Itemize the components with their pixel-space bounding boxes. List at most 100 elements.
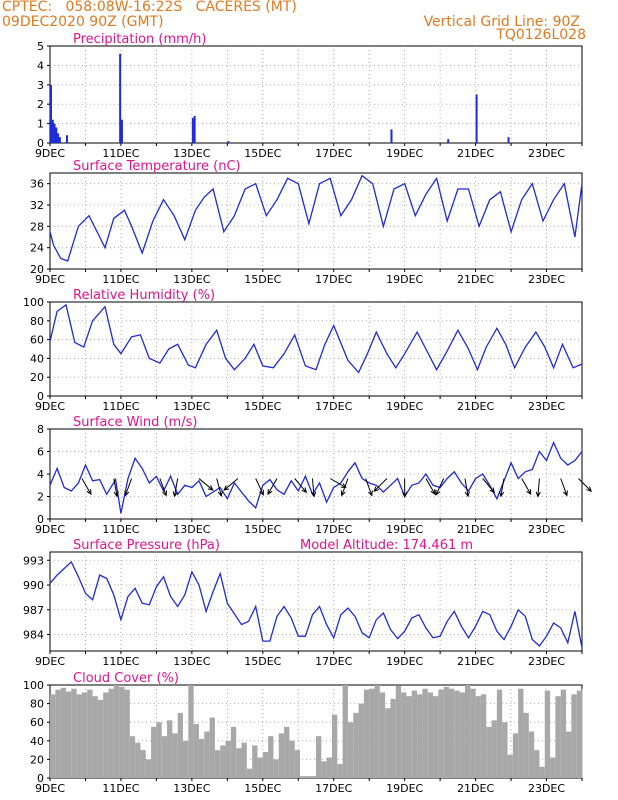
cloud-y-tick-label: 80 xyxy=(30,698,44,711)
wind-arrow-head xyxy=(535,491,541,498)
wind-arrow-shaft xyxy=(578,478,592,492)
cloud-x-tick-label: 9DEC xyxy=(35,782,65,795)
wind-arrow-head xyxy=(464,491,470,498)
wind-arrow-head xyxy=(499,491,505,498)
pressure-y-tick-label: 984 xyxy=(23,629,44,642)
wind-arrow-shaft xyxy=(113,478,118,497)
cloud-area-bar xyxy=(198,738,205,778)
cloud-area-bar xyxy=(417,694,423,778)
cloud-area-bar xyxy=(406,696,412,778)
cloud-area-bar xyxy=(321,761,327,778)
wind-arrow-head xyxy=(373,486,380,493)
cloud-area-bar xyxy=(470,688,476,778)
wind-arrow-head xyxy=(340,483,347,489)
wind-y-tick-label: 2 xyxy=(37,491,44,504)
cloud-area-bar xyxy=(246,768,253,778)
wind-line xyxy=(49,440,583,514)
cloud-area-bar xyxy=(71,688,77,778)
wind-arrow-head xyxy=(311,491,317,498)
cloud-area-bar xyxy=(464,685,471,778)
wind-arrow-head xyxy=(301,487,308,494)
rh-x-tick-label: 15DEC xyxy=(244,400,281,413)
cloud-x-tick-label: 15DEC xyxy=(244,782,281,795)
cloud-area-bar xyxy=(177,712,183,778)
temp-y-tick-label: 36 xyxy=(30,178,44,191)
cloud-area-bar xyxy=(496,689,503,778)
wind-arrow-shaft xyxy=(267,478,278,495)
cloud-area-bar xyxy=(443,686,449,778)
cloud-area-bar xyxy=(475,696,481,778)
cloud-area-bar xyxy=(161,736,168,778)
wind-arrow-shaft xyxy=(560,478,568,496)
pressure-title: Surface Pressure (hPa) xyxy=(73,538,220,553)
cloud-area-bar xyxy=(342,685,348,778)
rh-y-tick-label: 40 xyxy=(30,352,44,365)
precip-y-tick-label: 5 xyxy=(37,40,44,53)
temp-title: Surface Temperature (nC) xyxy=(73,159,241,174)
wind-arrow-shaft xyxy=(198,478,214,491)
cloud-area-bar xyxy=(209,717,215,778)
cloud-area-bar xyxy=(550,757,556,778)
wind-arrow-head xyxy=(340,490,346,497)
cloud-area-bar xyxy=(145,759,152,778)
precip-bar xyxy=(191,117,194,143)
cloud-area-bar xyxy=(395,685,402,778)
wind-arrow-head xyxy=(267,489,273,496)
cloud-y-tick-label: 40 xyxy=(30,735,44,748)
wind-arrow-shaft xyxy=(81,478,92,495)
cloud-area-bar xyxy=(236,748,242,778)
rh-x-tick-label: 13DEC xyxy=(173,400,210,413)
precip-bar xyxy=(193,115,196,143)
cloud-area-bar xyxy=(284,726,290,778)
cloud-area-bar xyxy=(257,757,263,778)
wind-arrow-head xyxy=(259,489,264,496)
wind-y-tick-label: 6 xyxy=(37,446,44,459)
cloud-area-bar xyxy=(289,740,295,778)
temp-x-tick-label: 23DEC xyxy=(528,273,565,286)
cloud-area-bar xyxy=(241,742,247,778)
rh-frame xyxy=(49,301,583,397)
precip-title: Precipitation (mm/h) xyxy=(73,32,206,47)
wind-arrow-shaft xyxy=(425,478,436,495)
cloud-area-bar xyxy=(294,750,301,778)
pressure-x-tick-label: 13DEC xyxy=(173,655,210,668)
cloud-area-bar xyxy=(523,712,529,778)
wind-arrow-head xyxy=(113,491,119,498)
wind-arrow-shaft xyxy=(216,478,222,497)
cloud-area-bar xyxy=(97,699,104,778)
wind-arrow-head xyxy=(86,489,92,496)
precip-bar xyxy=(50,84,52,143)
wind-arrow-head xyxy=(207,485,214,491)
cloud-area-bar xyxy=(555,696,561,778)
cloud-area-bar xyxy=(544,690,551,778)
cloud-area-bar xyxy=(502,722,508,778)
cloud-area-bar xyxy=(262,751,269,778)
cloud-area-bar xyxy=(326,757,332,778)
cloud-area-bar xyxy=(124,689,130,778)
precip-bar xyxy=(507,137,510,143)
cloud-area-bar xyxy=(369,688,375,778)
cloud-area-bar xyxy=(459,692,465,778)
rh-x-tick-label: 9DEC xyxy=(35,400,65,413)
wind-arrow-shaft xyxy=(124,478,133,496)
pressure-y-tick-label: 993 xyxy=(23,554,44,567)
grid-line-note: Vertical Grid Line: 90Z xyxy=(423,14,580,30)
cloud-area-bar xyxy=(87,689,93,778)
temp-frame xyxy=(49,172,583,270)
cloud-area-bar xyxy=(300,776,306,778)
temp-x-tick-label: 11DEC xyxy=(102,273,139,286)
run-time-header: 09DEC2020 90Z (GMT) xyxy=(2,14,164,30)
cloud-x-tick-label: 19DEC xyxy=(386,782,423,795)
cloud-area-bar xyxy=(528,731,535,778)
cloud-area-bar xyxy=(486,726,492,778)
cloud-area-bar xyxy=(268,736,274,778)
rh-title: Relative Humidity (%) xyxy=(73,288,215,303)
wind-arrow-head xyxy=(430,489,436,496)
cloud-area-bar xyxy=(539,766,545,778)
pressure-y-tick-label: 990 xyxy=(23,579,44,592)
wind-arrow-head xyxy=(562,490,568,497)
model-code: TQ0126L028 xyxy=(496,27,586,43)
pressure-frame xyxy=(49,551,583,652)
cloud-area-bar xyxy=(353,712,359,778)
